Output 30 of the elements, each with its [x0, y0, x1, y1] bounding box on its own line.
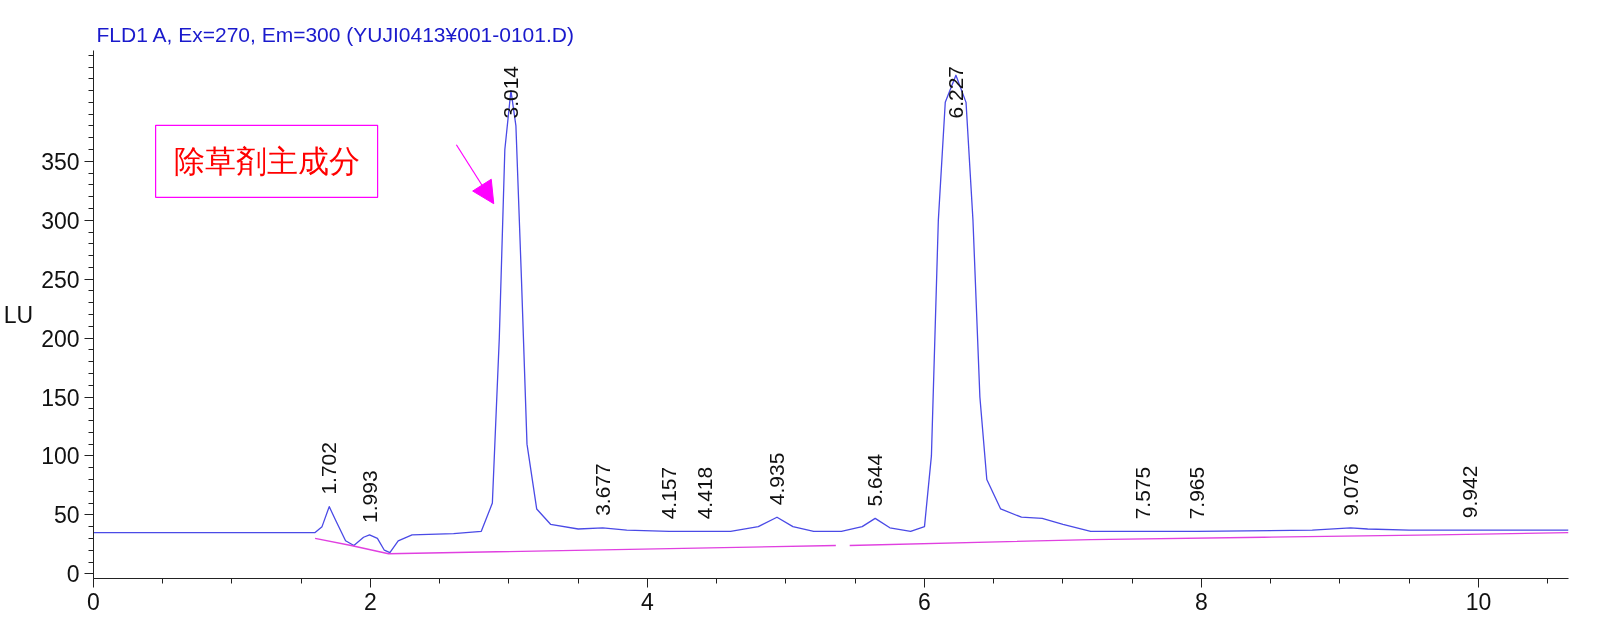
annotation: 9.942 — [1458, 465, 1482, 519]
x-tick-label: 0 — [87, 588, 100, 615]
y-tick-label: 350 — [41, 148, 80, 175]
x-tick-label: 6 — [918, 588, 931, 615]
chart-title: FLD1 A, Ex=270, Em=300 (YUJI0413¥001-0101.D) — [96, 22, 574, 46]
y-tick-label: 100 — [41, 443, 80, 470]
annotation: 除草剤主成分 — [173, 143, 360, 180]
y-tick-label: 50 — [53, 502, 80, 529]
annotation: 7.965 — [1184, 466, 1208, 520]
annotation: 9.076 — [1338, 463, 1362, 516]
y-axis-title: LU — [3, 301, 34, 328]
annotation: 1.702 — [317, 442, 341, 495]
y-tick-label: 250 — [41, 266, 80, 293]
annotation: 3.677 — [590, 463, 614, 516]
annotation: 3.014 — [498, 65, 522, 119]
annotation: 7.575 — [1130, 466, 1154, 520]
y-tick-label: 0 — [66, 561, 80, 588]
y-tick-label: 200 — [41, 325, 80, 352]
annotation: 4.418 — [693, 466, 717, 520]
annotation: 4.157 — [657, 466, 681, 520]
y-tick-label: 150 — [41, 384, 80, 411]
y-tick-label: 300 — [41, 207, 80, 234]
x-tick-label: 8 — [1195, 588, 1208, 615]
annotation: 5.644 — [863, 453, 887, 507]
annotation: 4.935 — [764, 452, 788, 506]
x-tick-label: 10 — [1465, 588, 1492, 615]
x-tick-label: 2 — [364, 588, 377, 615]
annotation: 1.993 — [357, 470, 381, 523]
x-tick-label: 4 — [641, 588, 655, 615]
annotation: 6.227 — [943, 65, 967, 119]
